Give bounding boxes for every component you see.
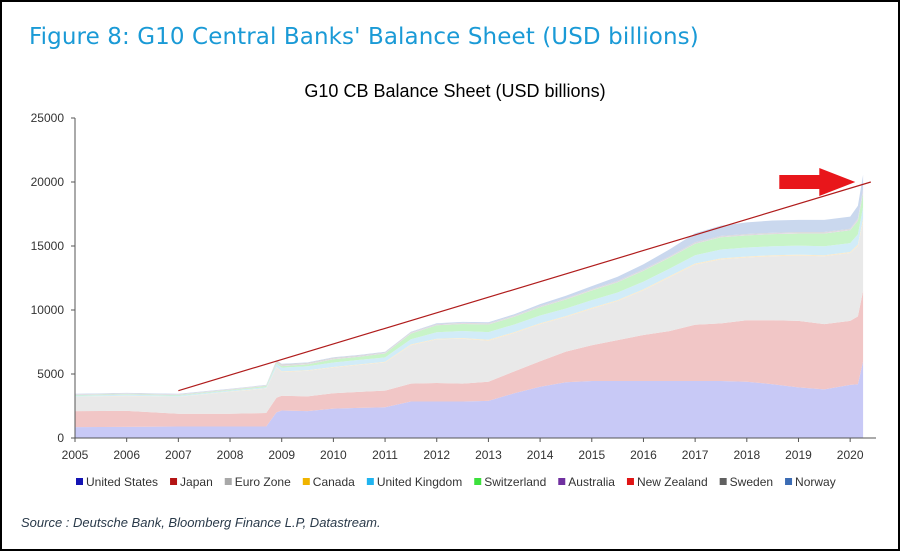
legend-label: Switzerland: [484, 475, 546, 489]
legend-swatch: [558, 478, 566, 485]
area-united-states: [75, 361, 864, 438]
legend-item-united-states: United States: [76, 475, 158, 489]
figure-title: Figure 8: G10 Central Banks' Balance She…: [29, 24, 699, 50]
legend-item-japan: Japan: [170, 475, 213, 489]
legend-label: Sweden: [730, 475, 773, 489]
legend-label: Australia: [568, 475, 615, 489]
x-tick-label: 2008: [217, 448, 244, 462]
x-tick-label: 2012: [423, 448, 450, 462]
legend-swatch: [366, 478, 374, 485]
legend-swatch: [719, 478, 727, 485]
x-tick-label: 2006: [113, 448, 140, 462]
legend-swatch: [302, 478, 310, 485]
y-tick-label: 0: [57, 431, 64, 445]
legend-item-sweden: Sweden: [719, 475, 773, 489]
trend-line: [178, 181, 872, 392]
legend-label: United Kingdom: [377, 475, 462, 489]
x-tick-label: 2007: [165, 448, 192, 462]
x-tick-label: 2017: [682, 448, 709, 462]
x-tick-label: 2011: [372, 448, 398, 462]
chart-title: G10 CB Balance Sheet (USD billions): [304, 81, 605, 101]
x-tick-label: 2020: [837, 448, 864, 462]
legend-item-norway: Norway: [785, 475, 836, 489]
area-japan: [75, 290, 864, 428]
y-tick-label: 15000: [31, 239, 65, 253]
legend-swatch: [785, 478, 793, 485]
legend-swatch: [224, 478, 232, 485]
x-tick-label: 2013: [475, 448, 502, 462]
x-tick-label: 2009: [268, 448, 295, 462]
x-tick-label: 2019: [785, 448, 812, 462]
y-tick-label: 20000: [31, 175, 65, 189]
legend-item-switzerland: Switzerland: [474, 475, 546, 489]
legend-swatch: [170, 478, 178, 485]
legend-swatch: [474, 478, 482, 485]
y-tick-label: 5000: [37, 367, 64, 381]
legend-swatch: [626, 478, 634, 485]
legend-item-australia: Australia: [558, 475, 615, 489]
source-note: Source : Deutsche Bank, Bloomberg Financ…: [21, 515, 381, 530]
red-arrow: [779, 168, 856, 196]
x-tick-label: 2016: [630, 448, 657, 462]
area-euro-zone: [75, 221, 864, 414]
x-tick-label: 2014: [527, 448, 554, 462]
axes: 2005 2006 2007 2008 2009 2010 2011 2012 2013 2014…: [31, 111, 876, 462]
y-tick-label: 10000: [31, 303, 65, 317]
legend-label: Japan: [180, 475, 213, 489]
legend-item-new-zealand: New Zealand: [626, 475, 708, 489]
legend-label: New Zealand: [637, 475, 708, 489]
x-tick-label: 2010: [320, 448, 347, 462]
legend-swatch: [76, 478, 83, 485]
annotations: [178, 168, 872, 392]
legend-item-euro-zone: Euro Zone: [224, 475, 291, 489]
legend-label: Canada: [313, 475, 355, 489]
legend-label: Norway: [795, 475, 836, 489]
x-tick-label: 2018: [733, 448, 760, 462]
y-tick-label: 25000: [31, 111, 65, 125]
legend-item-united-kingdom: United Kingdom: [366, 475, 462, 489]
x-tick-label: 2005: [62, 448, 89, 462]
legend-label: United States: [86, 475, 158, 489]
x-tick-label: 2015: [578, 448, 605, 462]
legend-label: Euro Zone: [235, 475, 291, 489]
area-layers: [75, 174, 864, 438]
legend-item-canada: Canada: [302, 475, 355, 489]
legend: United States Japan Euro Zone Canada United …: [76, 475, 836, 489]
